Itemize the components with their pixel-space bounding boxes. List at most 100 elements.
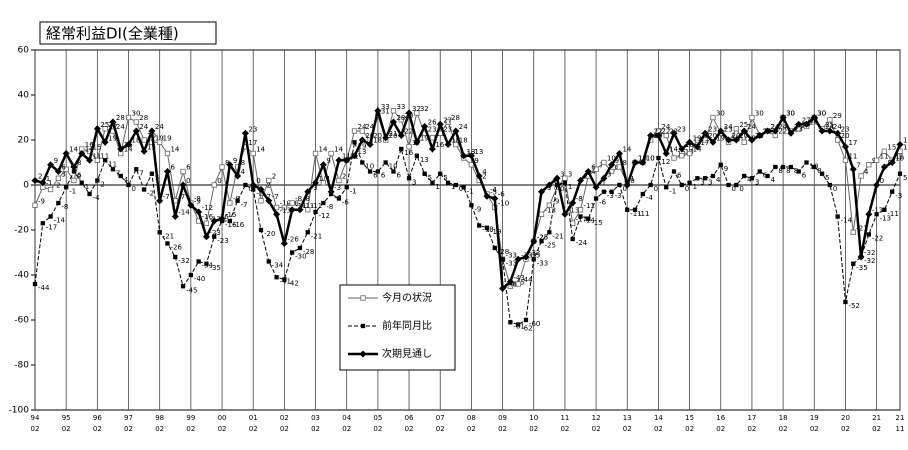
x-tick-sublabel: 02 <box>311 425 320 433</box>
marker <box>282 277 287 282</box>
value-label: -14 <box>178 209 190 217</box>
marker <box>202 233 210 241</box>
marker <box>710 114 716 121</box>
value-label: 1 <box>693 183 697 191</box>
marker <box>771 127 779 135</box>
value-label: 30 <box>786 110 795 118</box>
x-tick-sublabel: 02 <box>436 425 445 433</box>
y-tick-label: -40 <box>14 271 29 281</box>
value-label: 31 <box>381 107 390 115</box>
value-label: 9 <box>474 157 478 165</box>
marker <box>765 173 770 179</box>
value-label: 7 <box>116 169 120 177</box>
value-label: 21 <box>389 130 398 138</box>
x-tick-sublabel: 02 <box>155 425 164 433</box>
x-tick-label: 96 <box>93 414 102 422</box>
marker <box>725 136 733 144</box>
marker <box>414 153 419 158</box>
y-tick-label: 60 <box>18 46 30 56</box>
value-label: 4 <box>747 176 752 184</box>
marker <box>280 240 288 247</box>
x-tick-label: 15 <box>685 414 694 422</box>
value-label: 10 <box>389 163 398 171</box>
value-label: 3 <box>607 170 611 178</box>
x-tick-label: 98 <box>155 414 164 422</box>
value-label: -8 <box>61 203 68 211</box>
marker <box>63 166 69 172</box>
marker <box>617 182 622 188</box>
marker <box>601 189 607 194</box>
value-label: 6 <box>763 172 768 180</box>
value-label: -19 <box>490 228 501 236</box>
marker <box>671 169 677 174</box>
value-label: 24 <box>661 123 670 131</box>
marker <box>741 139 747 145</box>
value-label: -14 <box>54 217 66 225</box>
value-label: -21 <box>163 232 174 240</box>
value-label: -3 <box>334 184 341 192</box>
x-tick-label: 10 <box>529 414 538 422</box>
value-label: 6 <box>373 172 378 180</box>
marker <box>382 134 390 142</box>
marker <box>615 150 623 157</box>
marker <box>336 177 342 184</box>
marker <box>235 198 240 203</box>
marker <box>148 127 156 135</box>
marker <box>701 129 709 137</box>
value-label: -1 <box>350 187 357 195</box>
value-label: 5 <box>903 174 907 182</box>
value-label: -33 <box>537 259 548 267</box>
marker <box>843 299 848 305</box>
marker <box>547 230 552 235</box>
x-tick-label: 17 <box>747 414 756 422</box>
marker <box>812 164 817 170</box>
value-label: 3 <box>700 178 704 186</box>
value-label: -12 <box>202 204 213 212</box>
marker <box>640 191 645 197</box>
marker <box>492 245 497 251</box>
value-label: 0 <box>630 177 634 185</box>
x-tick-sublabel: 02 <box>498 425 507 433</box>
x-tick-label: 04 <box>342 414 351 422</box>
marker <box>516 322 521 327</box>
x-tick-label: 12 <box>592 414 601 422</box>
marker <box>165 241 170 246</box>
value-label: 19 <box>693 134 702 142</box>
marker <box>258 198 264 204</box>
marker <box>398 117 404 123</box>
value-label: -4 <box>490 186 498 194</box>
value-label: 0 <box>739 185 743 193</box>
x-tick-label: 20 <box>841 414 850 422</box>
chart-title: 経常利益DI(全業種) <box>46 25 179 43</box>
marker <box>281 204 288 211</box>
value-label: -24 <box>576 239 588 247</box>
marker <box>819 171 825 176</box>
marker <box>460 152 468 160</box>
marker <box>499 285 507 292</box>
value-label: -33 <box>506 259 517 267</box>
value-label: -6 <box>599 199 607 207</box>
value-label: 9 <box>233 157 237 165</box>
marker <box>693 143 701 151</box>
value-label: -32 <box>529 249 540 257</box>
value-label: 3 <box>61 170 65 178</box>
x-tick-sublabel: 02 <box>405 425 414 433</box>
marker <box>54 168 62 175</box>
value-label: -11 <box>311 202 322 210</box>
value-label: 24 <box>724 123 733 131</box>
marker <box>320 180 326 186</box>
value-label: -32 <box>864 249 875 257</box>
value-label: -10 <box>280 200 291 208</box>
value-label: 24 <box>771 123 780 131</box>
marker <box>625 207 630 212</box>
marker <box>483 192 491 200</box>
marker <box>367 169 373 174</box>
marker <box>343 156 351 164</box>
value-label: 18 <box>132 137 141 145</box>
value-label: -60 <box>529 320 540 328</box>
marker <box>764 127 772 135</box>
value-label: 9 <box>54 157 58 165</box>
marker <box>102 158 108 163</box>
value-label: -9 <box>194 197 201 205</box>
marker <box>686 150 693 157</box>
